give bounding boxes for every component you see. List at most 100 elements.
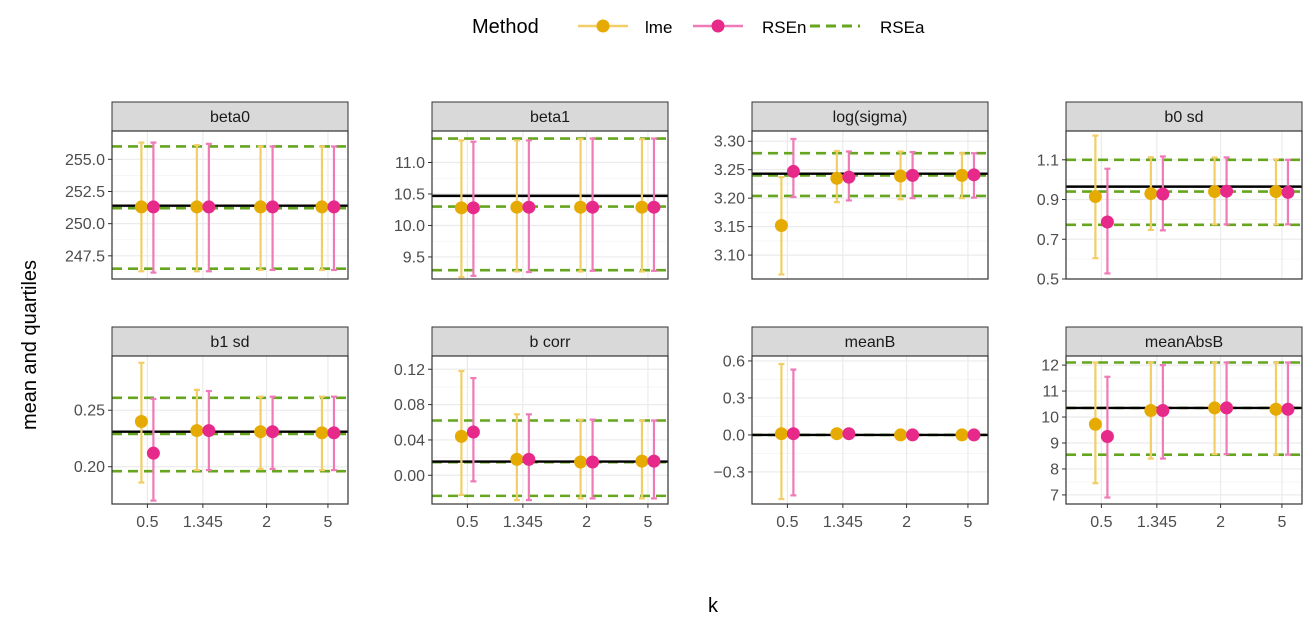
legend-label: RSEn [762,18,806,37]
panel-strip [431,326,669,357]
panel-b0-sd: b0 sd 0.5 0.7 0.9 1.1 [1037,101,1303,289]
y-tick-label: 11.0 [395,155,425,172]
x-tick-label: 0.5 [1090,514,1112,531]
x-tick-label: 1.345 [1137,514,1177,531]
lme-point [574,455,588,469]
legend-title: Method [472,16,539,38]
y-tick-label: 0.25 [74,403,105,420]
panel-background [1066,131,1302,279]
rsen-point [786,164,800,178]
lme-point [894,169,908,183]
y-tick-label: 7 [1050,487,1059,504]
panel-border [1065,130,1303,280]
panel-background [112,356,348,504]
lme-point [635,200,649,214]
lme-point [454,429,468,443]
lme-point [1208,401,1222,415]
y-tick-label: 0.20 [74,459,105,476]
rsen-point [466,201,480,215]
rsen-point [1281,185,1295,199]
legend-key-point [596,19,610,33]
x-tick-label: 5 [643,514,652,531]
panel-border [431,130,669,280]
panel-title: meanAbsB [1145,334,1223,351]
rsen-point [202,424,216,438]
rsen-point [1156,187,1170,201]
y-tick-label: 9 [1050,435,1059,452]
x-tick-label: 1.345 [503,514,543,531]
x-tick-label: 1.345 [823,514,863,531]
lme-point [254,425,268,439]
panel-strip [751,101,989,132]
lme-point [510,200,524,214]
rsen-point [466,425,480,439]
lme-point [830,427,844,441]
panel-b1-sd: b1 sd 0.20 0.25 0.5 1.345 2 5 [74,326,349,531]
lme-point [1088,190,1102,204]
panel-beta1: beta1 9.5 10.0 10.5 11.0 [394,101,669,280]
panel-beta0: beta0 247.5 250.0 252.5 255.0 [65,101,349,280]
legend: Method lme RSEn RSEa [472,16,925,38]
lme-point [1144,187,1158,201]
rsen-point [967,168,981,182]
rsen-point [1281,402,1295,416]
rsen-point [906,168,920,182]
lme-point [894,428,908,442]
y-tick-label: 0.08 [394,397,425,414]
y-tick-label: 0.9 [1037,192,1059,209]
x-tick-label: 2 [262,514,271,531]
y-tick-label: 0.5 [1037,272,1059,289]
panel-title: b0 sd [1164,109,1203,126]
y-tick-label: 9.5 [403,249,425,266]
y-tick-label: 0.04 [394,432,425,449]
y-tick-label: 0.12 [394,362,425,379]
y-tick-label: 247.5 [65,248,105,265]
rsen-point [967,428,981,442]
lme-point [1144,404,1158,418]
panel-title: b corr [530,334,572,351]
y-tick-label: 255.0 [65,152,105,169]
x-tick-label: 2 [902,514,911,531]
y-tick-label: 3.10 [714,248,745,265]
lme-point [1269,185,1283,199]
y-tick-label: 3.15 [714,219,745,236]
x-tick-label: 2 [582,514,591,531]
rsen-point [842,170,856,184]
panel-log-sigma-: log(sigma) 3.10 3.15 3.20 3.25 3.30 [714,101,989,280]
panels: beta0247.5250.0252.5255.0beta19.510.010.… [65,101,1303,531]
panel-strip [1065,101,1303,132]
y-tick-label: 12 [1041,358,1059,375]
lme-point [955,428,969,442]
y-tick-label: 3.30 [714,134,745,151]
x-tick-label: 1.345 [183,514,223,531]
panel-strip [431,101,669,132]
lme-point [574,200,588,214]
x-tick-label: 0.5 [136,514,158,531]
rsen-point [786,427,800,441]
legend-key-point [711,19,725,33]
rsen-point [327,426,341,440]
y-tick-label: 8 [1050,461,1059,478]
lme-point [315,200,329,214]
y-tick-label: 3.25 [714,162,745,179]
y-tick-label: 0.0 [723,427,745,444]
lme-point [830,171,844,185]
y-tick-label: 252.5 [65,184,105,201]
lme-point [1208,185,1222,199]
rsen-point [1220,184,1234,198]
rsen-point [1156,404,1170,418]
panel-meanabsb: meanAbsB 7 8 9 10 11 12 0.5 1.345 2 5 [1041,326,1303,531]
legend-label: RSEa [880,18,925,37]
x-axis-label: k [708,595,719,617]
panel-border [1065,355,1303,505]
rsen-point [647,200,661,214]
lme-point [134,415,148,429]
legend-item-lme: lme [578,18,672,37]
rsen-point [586,455,600,469]
lme-point [774,218,788,232]
lme-point [1269,402,1283,416]
panel-meanb: meanB −0.3 0.0 0.3 0.6 0.5 1.345 2 5 [713,326,989,531]
y-tick-label: 0.3 [723,390,745,407]
y-tick-label: 11 [1042,384,1059,401]
x-tick-label: 5 [1277,514,1286,531]
